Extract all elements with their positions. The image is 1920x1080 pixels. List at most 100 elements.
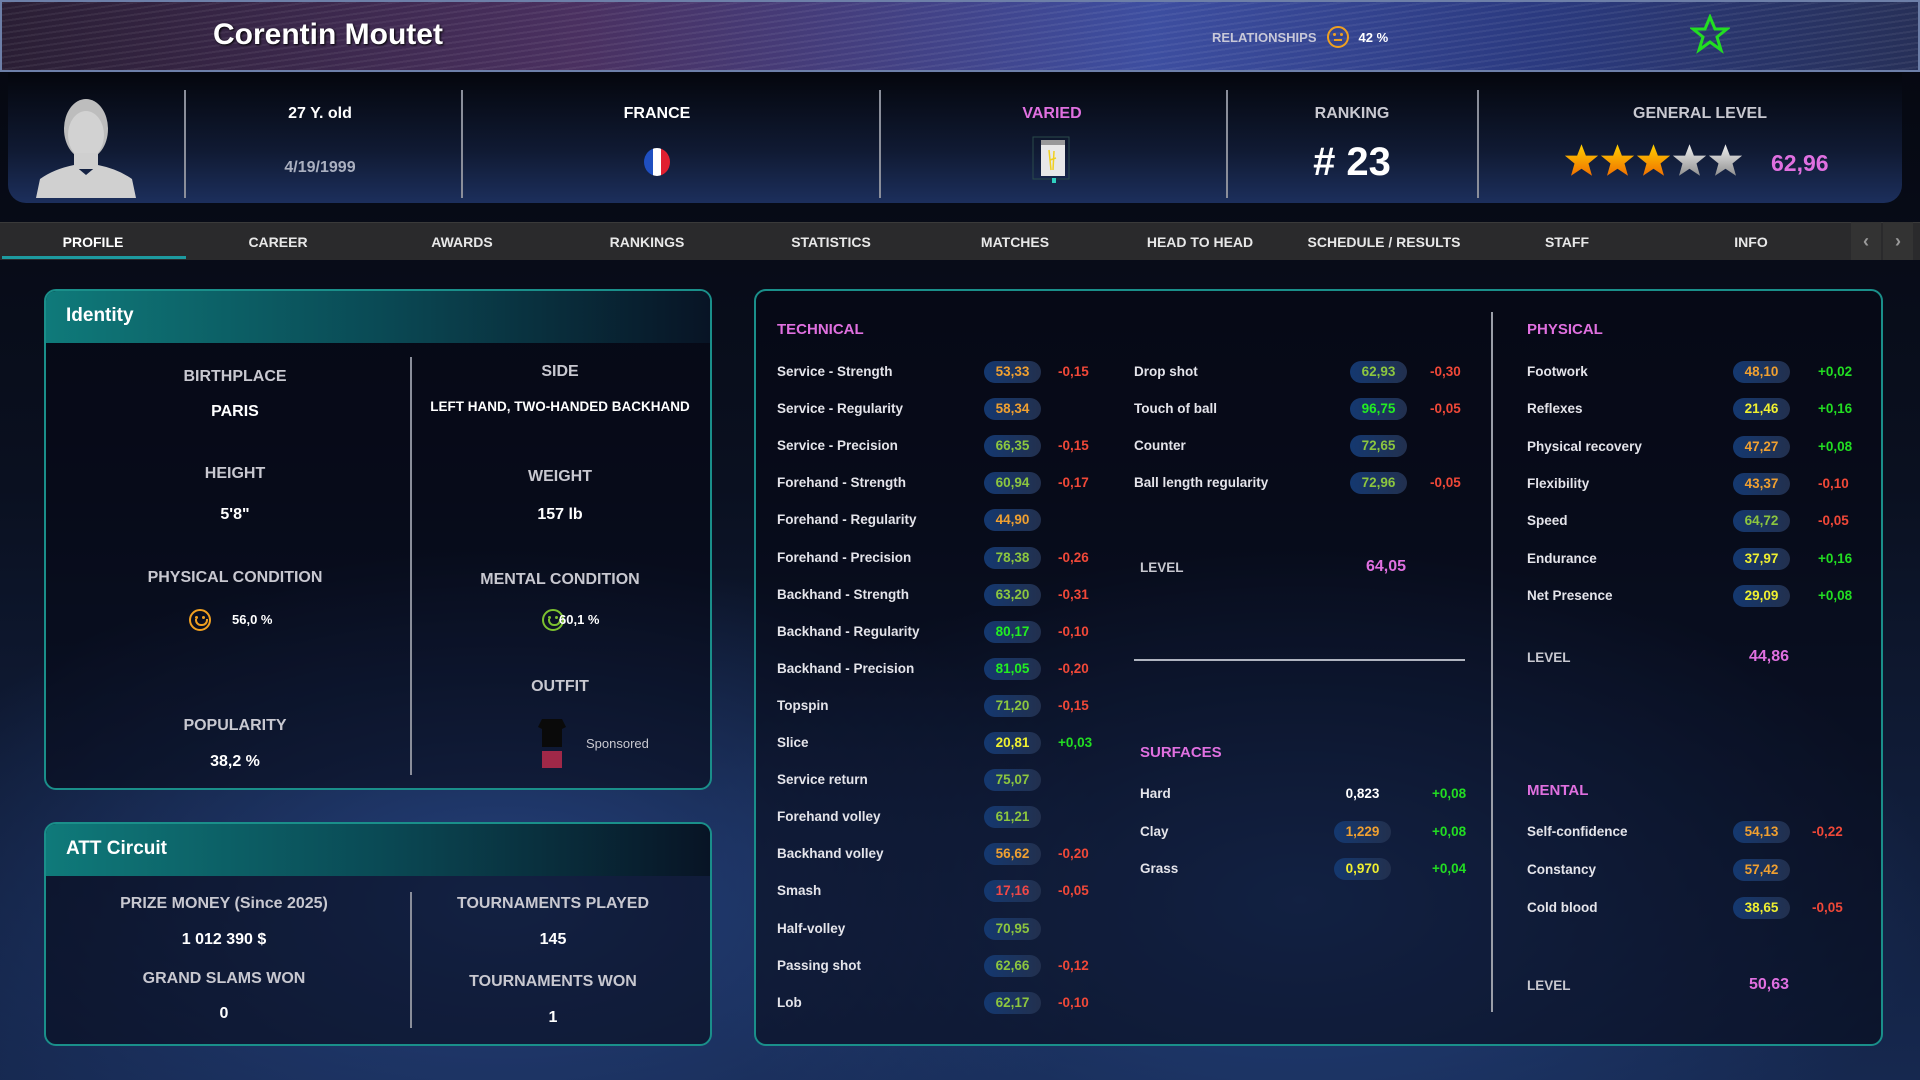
physical-title: PHYSICAL <box>1527 321 1603 338</box>
technical-title: TECHNICAL <box>777 321 864 338</box>
stat-delta: -0,15 <box>1058 697 1089 713</box>
attributes-panel <box>754 289 1883 1046</box>
stat-delta: -0,15 <box>1058 364 1089 379</box>
stat-label: Smash <box>777 883 822 899</box>
stat-value: 54,13 <box>1733 821 1790 843</box>
stat-label: Passing shot <box>777 957 862 973</box>
stat-delta: -0,05 <box>1430 401 1461 417</box>
stat-label: Counter <box>1134 438 1186 454</box>
stat-label: Slice <box>777 735 809 750</box>
mental-level-value: 50,63 <box>1749 976 1790 993</box>
birthplace-label: BIRTHPLACE <box>183 368 287 385</box>
stat-value: 62,93 <box>1350 361 1407 383</box>
stat-label: Grass <box>1140 861 1179 876</box>
weight-value: 157 lb <box>537 506 583 523</box>
stat-label: Service - Strength <box>777 364 893 379</box>
relationships-label: RELATIONSHIPS <box>1212 29 1317 45</box>
stat-value: 71,20 <box>984 694 1041 717</box>
outfit-icon <box>538 719 566 768</box>
star-filled-icon <box>1600 144 1635 176</box>
tab-profile[interactable]: PROFILE <box>62 234 124 250</box>
stat-label: Half-volley <box>777 920 846 936</box>
stat-value: 60,94 <box>984 472 1041 495</box>
stat-value: 57,42 <box>1733 859 1790 881</box>
player-country: FRANCE <box>623 105 691 122</box>
stat-value: 44,90 <box>984 509 1041 532</box>
stat-delta: -0,17 <box>1058 475 1089 491</box>
stat-label: Service return <box>777 772 868 788</box>
play-style: VARIED <box>1022 105 1082 122</box>
outfit-label: OUTFIT <box>531 678 589 695</box>
tabs-prev-button[interactable]: ‹ <box>1851 222 1881 260</box>
stat-value: 37,97 <box>1733 547 1790 570</box>
stat-delta: -0,31 <box>1058 586 1089 602</box>
tab-head-to-head[interactable]: HEAD TO HEAD <box>1146 234 1254 250</box>
ranking-value: # 23 <box>1313 140 1391 184</box>
stat-label: Topspin <box>777 697 829 713</box>
stat-value: 1,229 <box>1334 820 1391 843</box>
tab-info[interactable]: INFO <box>1734 234 1768 250</box>
star-outline-icon[interactable] <box>1690 14 1730 54</box>
tab-matches[interactable]: MATCHES <box>980 234 1050 250</box>
tab-career[interactable]: CAREER <box>248 234 308 250</box>
stat-delta: +0,16 <box>1818 550 1853 566</box>
stat-value: 0,823 <box>1345 786 1380 801</box>
stat-value: 58,34 <box>984 398 1041 421</box>
stat-value: 43,37 <box>1733 472 1790 495</box>
physical-condition-value: 56,0 % <box>232 612 273 627</box>
divider <box>410 892 412 1028</box>
stat-label: Constancy <box>1527 862 1597 877</box>
stat-label: Backhand volley <box>777 846 884 862</box>
france-flag-icon <box>644 148 670 176</box>
stat-value: 66,35 <box>984 435 1041 458</box>
stat-value: 81,05 <box>984 657 1041 680</box>
stat-label: Backhand - Regularity <box>777 623 920 639</box>
tab-staff[interactable]: STAFF <box>1544 234 1590 250</box>
divider <box>879 90 881 198</box>
stat-label: Forehand volley <box>777 809 881 825</box>
popularity-value: 38,2 % <box>210 753 260 770</box>
tab-statistics[interactable]: STATISTICS <box>791 234 871 250</box>
side-label: SIDE <box>541 363 579 380</box>
stat-delta: -0,12 <box>1058 957 1089 973</box>
ranking-label: RANKING <box>1314 105 1390 122</box>
height-label: HEIGHT <box>204 465 266 482</box>
tab-schedule-results[interactable]: SCHEDULE / RESULTS <box>1307 234 1461 250</box>
stat-value: 17,16 <box>984 880 1041 903</box>
tournaments-played-value: 145 <box>539 931 567 948</box>
stat-label: Backhand - Precision <box>777 660 915 676</box>
stat-delta: -0,10 <box>1058 623 1089 639</box>
player-name: Corentin Moutet <box>213 18 443 51</box>
stat-label: Reflexes <box>1527 401 1583 417</box>
stat-delta: -0,05 <box>1058 883 1089 899</box>
stat-value: 53,33 <box>984 361 1041 383</box>
stat-label: Lob <box>777 994 802 1010</box>
tournaments-won-value: 1 <box>548 1009 558 1026</box>
physical-condition-label: PHYSICAL CONDITION <box>147 569 323 586</box>
stat-delta: +0,08 <box>1818 587 1853 603</box>
stat-delta: -0,20 <box>1058 660 1089 676</box>
relationships: RELATIONSHIPS 42 % <box>1212 26 1388 48</box>
stat-delta: +0,08 <box>1818 438 1853 454</box>
stat-label: Net Presence <box>1527 587 1613 603</box>
stat-label: Backhand - Strength <box>777 586 910 602</box>
stat-value: 0,970 <box>1334 858 1391 880</box>
stat-value: 20,81 <box>984 732 1041 754</box>
technical-level-label: LEVEL <box>1140 560 1184 575</box>
mental-level-label: LEVEL <box>1527 978 1571 993</box>
player-age: 27 Y. old <box>288 105 352 122</box>
tab-rankings[interactable]: RANKINGS <box>609 234 685 250</box>
divider <box>184 90 186 198</box>
stat-value: 29,09 <box>1733 584 1790 607</box>
mental-title: MENTAL <box>1527 782 1589 799</box>
stat-label: Forehand - Strength <box>777 475 906 491</box>
stat-label: Hard <box>1140 786 1171 801</box>
stat-delta: +0,08 <box>1432 823 1467 839</box>
stat-value: 47,27 <box>1733 435 1790 458</box>
tab-bar: PROFILE CAREER AWARDS RANKINGS STATISTICS MAT… <box>0 222 1920 260</box>
divider <box>1226 90 1228 198</box>
tabs-next-button[interactable]: › <box>1883 222 1913 260</box>
birthplace-value: PARIS <box>211 403 259 420</box>
tab-awards[interactable]: AWARDS <box>431 234 493 250</box>
circuit-panel: ATT Circuit <box>44 822 712 1046</box>
